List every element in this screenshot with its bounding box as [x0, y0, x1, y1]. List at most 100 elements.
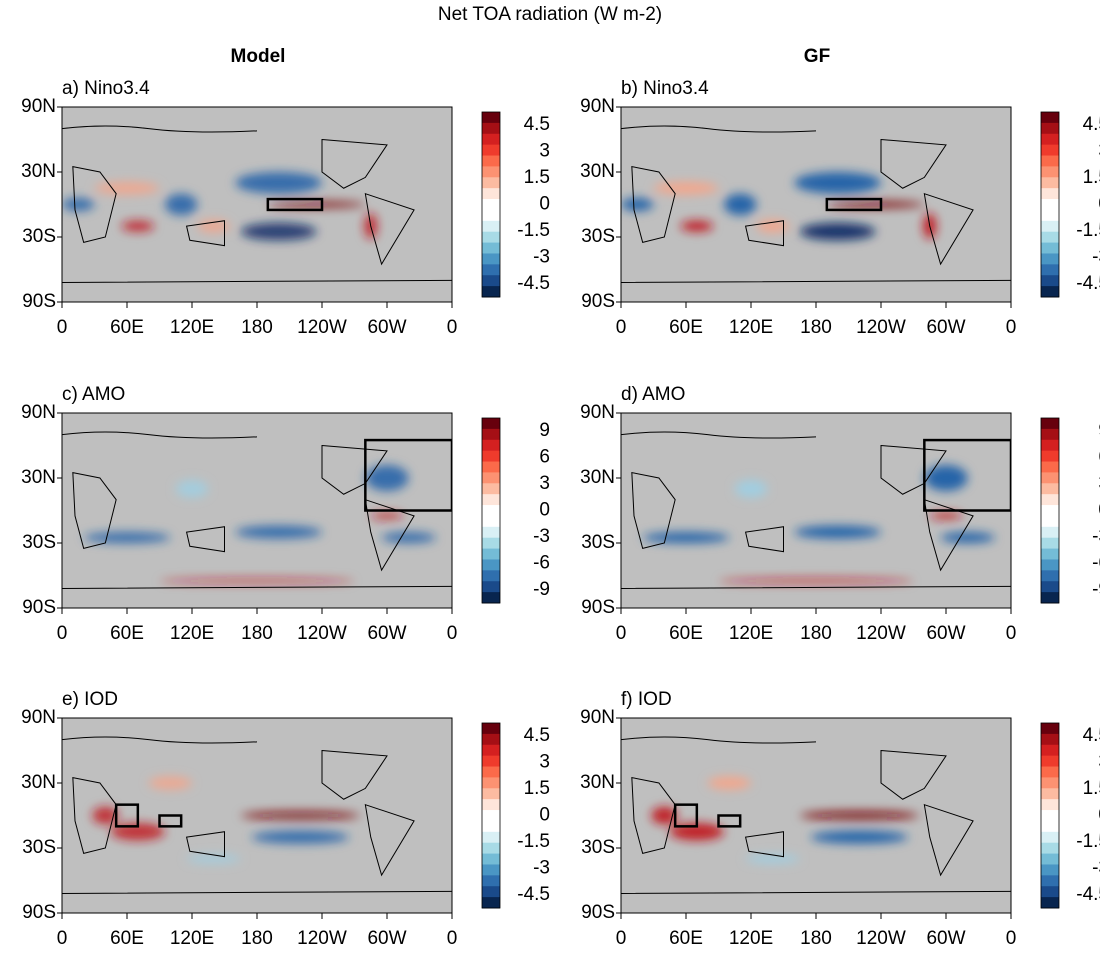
- anomaly: [240, 811, 360, 820]
- colorbar-label: -6: [533, 552, 550, 573]
- colorbar-box: [1041, 231, 1059, 244]
- anomaly: [159, 578, 355, 584]
- colorbar-box: [482, 548, 500, 560]
- colorbar-box: [1041, 112, 1059, 124]
- colorbar-box: [1041, 559, 1059, 571]
- lat-label: 90S: [581, 902, 615, 923]
- lat-label: 30S: [581, 226, 615, 247]
- coastline: [62, 431, 452, 589]
- colorbar-box: [482, 570, 500, 582]
- colorbar-box: [482, 144, 500, 157]
- colorbar-label: 6: [1098, 447, 1100, 468]
- colorbar-box: [482, 831, 500, 844]
- anomaly: [929, 512, 963, 520]
- lon-label: 60W: [926, 928, 965, 949]
- colorbar-box: [482, 483, 500, 495]
- anomaly: [365, 465, 409, 491]
- column-header: Model: [231, 46, 286, 67]
- lat-label: 30S: [581, 532, 615, 553]
- colorbar-box: [1041, 439, 1059, 452]
- colorbar-label: -4.5: [1076, 273, 1100, 294]
- colorbar-label: 4.5: [1083, 725, 1100, 746]
- colorbar-box: [482, 799, 500, 811]
- anomaly: [826, 201, 925, 208]
- colorbar-box: [1041, 733, 1059, 746]
- colorbar-label: 3: [539, 141, 550, 162]
- map: [621, 107, 1011, 302]
- colorbar-box: [1041, 505, 1059, 517]
- colorbar-label: 0: [1098, 194, 1100, 215]
- colorbar-box: [482, 253, 500, 265]
- colorbar-box: [1041, 886, 1059, 898]
- lon-label: 180: [241, 623, 273, 644]
- map-background: [62, 107, 452, 302]
- lat-label: 30S: [22, 532, 56, 553]
- anomalies: [83, 465, 436, 584]
- lat-label: 30S: [22, 837, 56, 858]
- anomalies: [621, 172, 937, 241]
- colorbar-label: -1.5: [1076, 220, 1100, 241]
- lon-label: 0: [57, 317, 68, 338]
- colorbar-box: [1041, 472, 1059, 484]
- lat-label: 30S: [22, 226, 56, 247]
- colorbar-box: [482, 559, 500, 571]
- lon-label: 120E: [729, 317, 773, 338]
- anomaly: [810, 830, 909, 844]
- colorbar-box: [482, 199, 500, 211]
- map: [62, 107, 452, 302]
- lon-label: 120E: [729, 928, 773, 949]
- lon-label: 120W: [297, 317, 347, 338]
- colorbar-label: 4.5: [1083, 114, 1100, 135]
- map: [621, 413, 1011, 608]
- anomaly: [756, 219, 789, 233]
- lon-label: 0: [616, 623, 627, 644]
- colorbar-box: [1041, 253, 1059, 265]
- anomaly: [370, 512, 404, 520]
- lon-label: 180: [800, 623, 832, 644]
- colorbar-label: -4.5: [517, 884, 550, 905]
- anomaly: [680, 220, 714, 232]
- colorbar-label: 9: [539, 420, 550, 441]
- anomaly: [148, 776, 192, 790]
- anomaly: [186, 854, 241, 864]
- lon-label: 60E: [669, 317, 703, 338]
- colorbar-box: [1041, 570, 1059, 582]
- lon-label: 0: [57, 623, 68, 644]
- coastline: [621, 736, 1011, 894]
- anomaly: [734, 480, 768, 498]
- colorbar-box: [1041, 483, 1059, 495]
- anomaly: [251, 830, 350, 844]
- map: [62, 718, 452, 913]
- colorbar-label: -9: [533, 579, 550, 600]
- anomaly: [92, 806, 119, 825]
- lon-label: 60E: [110, 928, 144, 949]
- colorbar-box: [482, 723, 500, 735]
- anomaly: [940, 532, 995, 543]
- lon-label: 60E: [110, 623, 144, 644]
- lat-label: 30S: [581, 837, 615, 858]
- anomaly: [621, 198, 654, 211]
- colorbar-label: 1.5: [524, 778, 550, 799]
- colorbar-box: [1041, 286, 1059, 298]
- lon-label: 120W: [856, 928, 906, 949]
- anomaly: [121, 220, 155, 232]
- colorbar-label: -4.5: [1076, 884, 1100, 905]
- colorbar-box: [1041, 209, 1059, 222]
- colorbar-box: [482, 450, 500, 463]
- lon-label: 0: [447, 928, 458, 949]
- colorbar-label: -3: [1092, 526, 1100, 547]
- colorbar-label: -1.5: [517, 220, 550, 241]
- lon-label: 60W: [367, 317, 406, 338]
- colorbar-label: 1.5: [1083, 778, 1100, 799]
- colorbar-box: [482, 526, 500, 539]
- lat-label: 90N: [580, 402, 615, 423]
- colorbar-frame: [1040, 111, 1060, 298]
- colorbar-box: [482, 428, 500, 441]
- colorbar-box: [1041, 592, 1059, 604]
- colorbar-box: [1041, 275, 1059, 287]
- coastline: [621, 431, 1011, 589]
- colorbar-box: [1041, 177, 1059, 189]
- colorbar-box: [482, 897, 500, 909]
- colorbar-box: [1041, 897, 1059, 909]
